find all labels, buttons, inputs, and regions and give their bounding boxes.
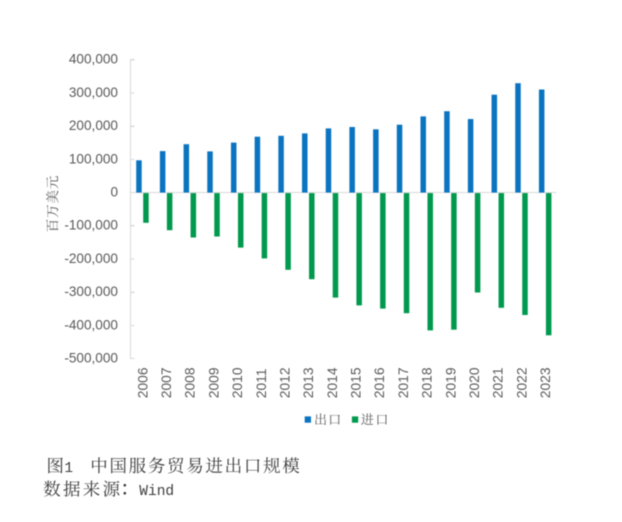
svg-text:2011: 2011 <box>254 369 269 399</box>
svg-text:2015: 2015 <box>349 367 364 398</box>
svg-text:-300,000: -300,000 <box>64 284 118 299</box>
svg-text:2016: 2016 <box>372 367 387 398</box>
svg-text:2018: 2018 <box>420 367 435 398</box>
svg-text:0: 0 <box>110 185 118 200</box>
svg-text:2017: 2017 <box>396 367 411 398</box>
svg-text:2010: 2010 <box>230 367 245 398</box>
svg-text:2020: 2020 <box>467 367 482 398</box>
svg-text:300,000: 300,000 <box>69 85 119 100</box>
svg-text:200,000: 200,000 <box>69 118 119 133</box>
svg-text:-100,000: -100,000 <box>64 218 118 233</box>
svg-text:2023: 2023 <box>538 367 553 398</box>
svg-text:-400,000: -400,000 <box>64 317 118 332</box>
svg-text:Wind: Wind <box>139 484 174 500</box>
svg-text:2012: 2012 <box>277 367 292 398</box>
svg-text:2008: 2008 <box>183 367 198 398</box>
svg-text:2022: 2022 <box>514 367 529 398</box>
svg-text:2013: 2013 <box>301 367 316 398</box>
svg-text:2007: 2007 <box>159 367 174 398</box>
svg-text:2021: 2021 <box>491 367 506 398</box>
svg-text:2006: 2006 <box>135 367 150 398</box>
svg-text:2014: 2014 <box>325 367 340 398</box>
svg-text:-200,000: -200,000 <box>64 251 118 266</box>
svg-text:1: 1 <box>64 461 73 477</box>
svg-text:100,000: 100,000 <box>69 151 119 166</box>
svg-text:400,000: 400,000 <box>69 52 119 67</box>
svg-text:-500,000: -500,000 <box>64 351 118 366</box>
svg-text:2009: 2009 <box>206 367 221 398</box>
svg-text:2019: 2019 <box>443 367 458 398</box>
